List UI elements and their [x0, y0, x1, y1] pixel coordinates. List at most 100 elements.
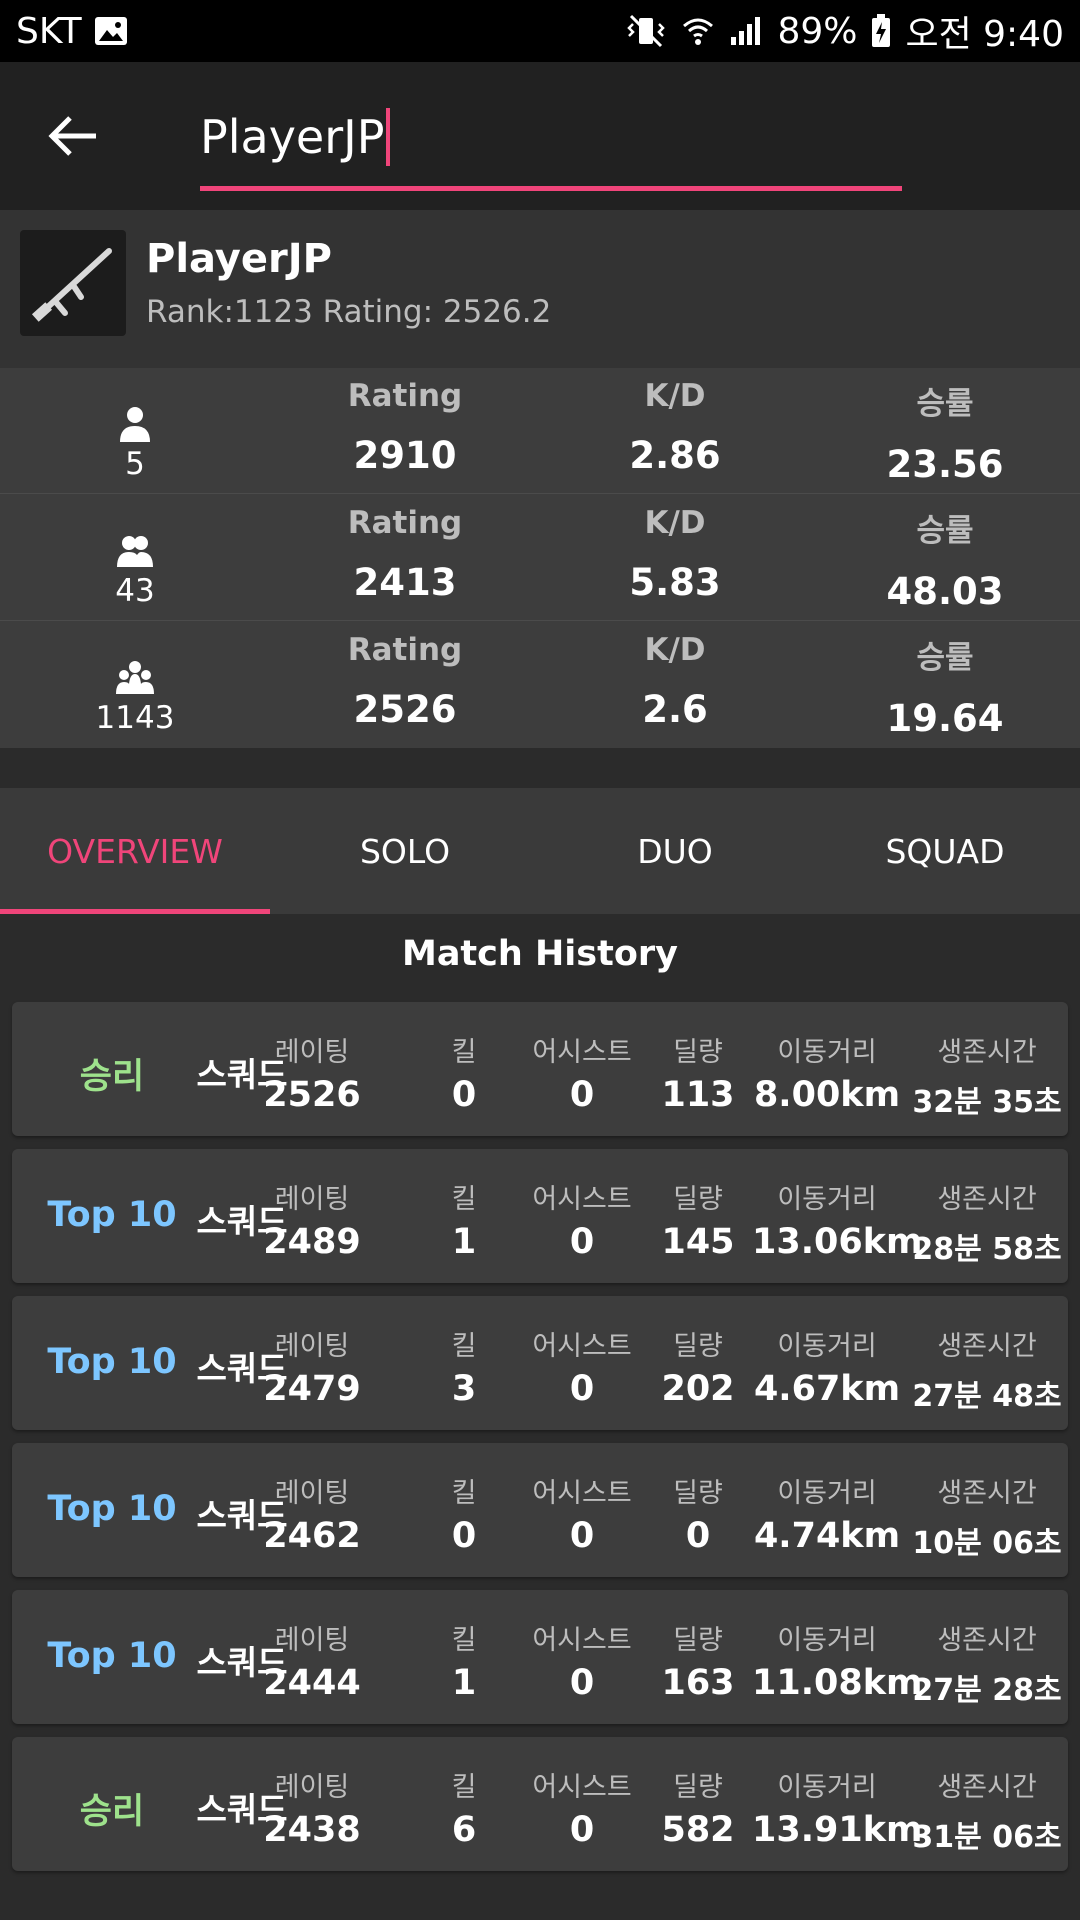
tab-overview[interactable]: OVERVIEW: [0, 788, 270, 914]
status-bar: SKT 89% 오전 9:40: [0, 0, 1080, 62]
match-mode: 스쿼드: [196, 1496, 288, 1535]
carrier-label: SKT: [16, 10, 82, 52]
match-stat-label: 어시스트: [532, 1478, 632, 1509]
match-stat-damage: 딜량 145: [648, 1177, 748, 1262]
match-stat-label: 딜량: [673, 1625, 723, 1656]
match-stat-value: 0: [451, 1516, 477, 1556]
match-stat-value: 2526: [263, 1075, 361, 1115]
match-stat-label: 생존시간: [937, 1625, 1037, 1656]
player-profile: PlayerJP Rank:1123 Rating: 2526.2: [0, 210, 1080, 368]
mode-indicator: 1143: [80, 658, 190, 736]
match-stat-assists: 어시스트 0: [512, 1618, 652, 1703]
search-input[interactable]: PlayerJP: [200, 104, 900, 170]
kd-value: 2.6: [642, 688, 708, 731]
match-card[interactable]: Top 10 스쿼드 레이팅 2489 킬 1 어시스트 0 딜량 145 이동거리 13.06km 생…: [12, 1149, 1068, 1283]
stats-row-solo: 5 Rating 2910 K/D 2.86 승률 23.56: [0, 368, 1080, 494]
match-stat-value: 1: [451, 1222, 477, 1262]
match-stat-label: 어시스트: [532, 1184, 632, 1215]
match-result: Top 10: [47, 1489, 177, 1529]
rating-value: 2526: [353, 688, 457, 731]
match-stat-label: 생존시간: [937, 1184, 1037, 1215]
match-result: 승리: [79, 1792, 145, 1832]
mode-indicator: 5: [80, 404, 190, 482]
match-stat-label: 이동거리: [777, 1331, 877, 1362]
match-stat-label: 킬: [451, 1478, 477, 1509]
match-stat-label: 이동거리: [777, 1772, 877, 1803]
rating-cell: Rating 2413: [285, 495, 525, 604]
match-stat-damage: 딜량 582: [648, 1765, 748, 1850]
match-stat-label: 생존시간: [937, 1331, 1037, 1362]
match-stat-value: 31분 06초: [912, 1820, 1062, 1855]
match-stat-value: 0: [451, 1075, 477, 1115]
tab-solo[interactable]: SOLO: [359, 831, 451, 871]
match-result: Top 10: [47, 1195, 177, 1235]
match-card[interactable]: Top 10 스쿼드 레이팅 2479 킬 3 어시스트 0 딜량 202 이동거리 4.67km 생존…: [12, 1296, 1068, 1430]
match-stat-damage: 딜량 0: [648, 1471, 748, 1556]
winrate-label: 승률: [916, 513, 974, 549]
match-stat-label: 레이팅: [274, 1184, 350, 1215]
rating-label: Rating: [347, 378, 463, 414]
match-stat-survival: 생존시간 27분 48초: [912, 1324, 1062, 1415]
search-underline: [200, 186, 902, 191]
match-stat-assists: 어시스트 0: [512, 1030, 652, 1115]
match-stat-label: 이동거리: [777, 1625, 877, 1656]
winrate-label: 승률: [916, 640, 974, 676]
match-stat-distance: 이동거리 11.08km: [752, 1618, 922, 1703]
match-stat-label: 딜량: [673, 1037, 723, 1068]
rating-label: Rating: [347, 505, 463, 541]
tab-duo[interactable]: DUO: [637, 831, 713, 871]
match-result: Top 10: [47, 1342, 177, 1382]
match-mode: 스쿼드: [196, 1349, 288, 1388]
match-stat-rating: 레이팅 2444: [252, 1618, 372, 1703]
match-card[interactable]: Top 10 스쿼드 레이팅 2444 킬 1 어시스트 0 딜량 163 이동거리 11.08km 생…: [12, 1590, 1068, 1724]
wifi-icon: [681, 14, 715, 48]
match-stat-value: 582: [661, 1810, 735, 1850]
match-stat-label: 딜량: [673, 1331, 723, 1362]
search-input-value: PlayerJP: [200, 110, 385, 164]
match-card[interactable]: 승리 스쿼드 레이팅 2438 킬 6 어시스트 0 딜량 582 이동거리 13.91km 생존시간 3…: [12, 1737, 1068, 1871]
match-stat-value: 0: [569, 1075, 595, 1115]
winrate-cell: 승률 19.64: [825, 622, 1065, 740]
stats-row-squad: 1143 Rating 2526 K/D 2.6 승률 19.64: [0, 622, 1080, 748]
match-stat-assists: 어시스트 0: [512, 1765, 652, 1850]
match-card[interactable]: 승리 스쿼드 레이팅 2526 킬 0 어시스트 0 딜량 113 이동거리 8.00km 생존시간 32…: [12, 1002, 1068, 1136]
match-stat-value: 27분 28초: [912, 1673, 1062, 1708]
stats-row-duo: 43 Rating 2413 K/D 5.83 승률 48.03: [0, 495, 1080, 621]
tab-squad[interactable]: SQUAD: [885, 831, 1005, 871]
rating-value: 2413: [353, 561, 457, 604]
two-people-icon: [117, 536, 153, 567]
kd-cell: K/D 2.6: [555, 622, 795, 731]
mode-count: 43: [115, 573, 155, 609]
mode-count: 5: [125, 446, 145, 482]
back-button[interactable]: [40, 102, 108, 170]
match-stat-value: 2489: [263, 1222, 361, 1262]
match-stat-damage: 딜량 202: [648, 1324, 748, 1409]
rating-label: Rating: [347, 632, 463, 668]
match-stat-assists: 어시스트 0: [512, 1324, 652, 1409]
match-stat-value: 27분 48초: [912, 1379, 1062, 1414]
match-stat-value: 202: [661, 1369, 735, 1409]
match-stat-distance: 이동거리 4.67km: [752, 1324, 902, 1409]
match-stat-distance: 이동거리 8.00km: [752, 1030, 902, 1115]
match-history-title: Match History: [401, 934, 678, 974]
winrate-cell: 승률 23.56: [825, 368, 1065, 486]
match-stat-label: 생존시간: [937, 1478, 1037, 1509]
image-notification-icon: [94, 16, 128, 46]
rating-cell: Rating 2526: [285, 622, 525, 731]
match-mode: 스쿼드: [196, 1790, 288, 1829]
match-mode: 스쿼드: [196, 1202, 288, 1241]
match-stat-value: 0: [685, 1516, 711, 1556]
match-stat-value: 0: [569, 1369, 595, 1409]
match-stat-distance: 이동거리 4.74km: [752, 1471, 902, 1556]
match-stat-value: 2444: [263, 1663, 361, 1703]
match-result: 승리: [79, 1057, 145, 1097]
battery-charging-icon: [871, 14, 891, 48]
winrate-cell: 승률 48.03: [825, 495, 1065, 613]
match-card[interactable]: Top 10 스쿼드 레이팅 2462 킬 0 어시스트 0 딜량 0 이동거리 4.74km 생존시간…: [12, 1443, 1068, 1577]
match-stat-rating: 레이팅 2489: [252, 1177, 372, 1262]
kd-label: K/D: [644, 505, 706, 541]
